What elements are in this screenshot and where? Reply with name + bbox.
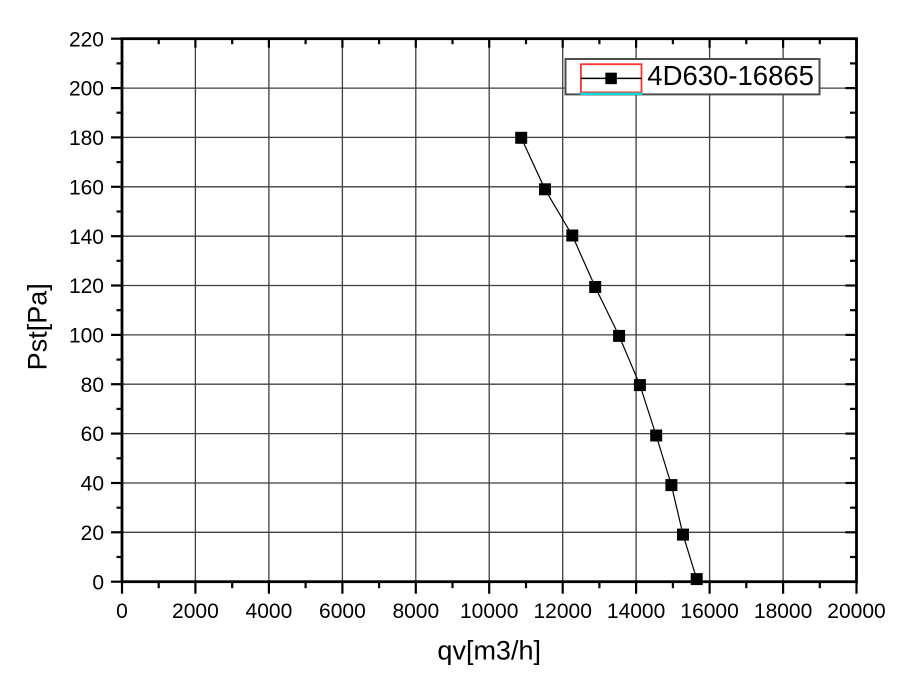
svg-text:0: 0 [116, 600, 128, 623]
svg-text:16000: 16000 [680, 600, 738, 623]
svg-text:10000: 10000 [460, 600, 518, 623]
svg-text:220: 220 [69, 28, 104, 51]
svg-text:160: 160 [69, 176, 104, 199]
svg-text:140: 140 [69, 226, 104, 249]
svg-text:8000: 8000 [392, 600, 439, 623]
svg-text:20000: 20000 [827, 600, 885, 623]
svg-text:6000: 6000 [319, 600, 366, 623]
svg-text:0: 0 [92, 571, 104, 594]
svg-text:18000: 18000 [754, 600, 812, 623]
svg-text:14000: 14000 [607, 600, 665, 623]
svg-text:180: 180 [69, 127, 104, 150]
svg-text:4D630-16865: 4D630-16865 [647, 60, 814, 91]
svg-text:4000: 4000 [246, 600, 293, 623]
svg-text:80: 80 [81, 374, 104, 397]
svg-text:2000: 2000 [172, 600, 219, 623]
svg-text:100: 100 [69, 325, 104, 348]
svg-text:20: 20 [81, 522, 104, 545]
svg-text:40: 40 [81, 473, 104, 496]
svg-text:60: 60 [81, 423, 104, 446]
svg-text:12000: 12000 [533, 600, 591, 623]
svg-text:qv[m3/h]: qv[m3/h] [437, 636, 541, 666]
svg-text:Pst[Pa]: Pst[Pa] [23, 283, 53, 370]
svg-text:200: 200 [69, 78, 104, 101]
svg-text:120: 120 [69, 275, 104, 298]
